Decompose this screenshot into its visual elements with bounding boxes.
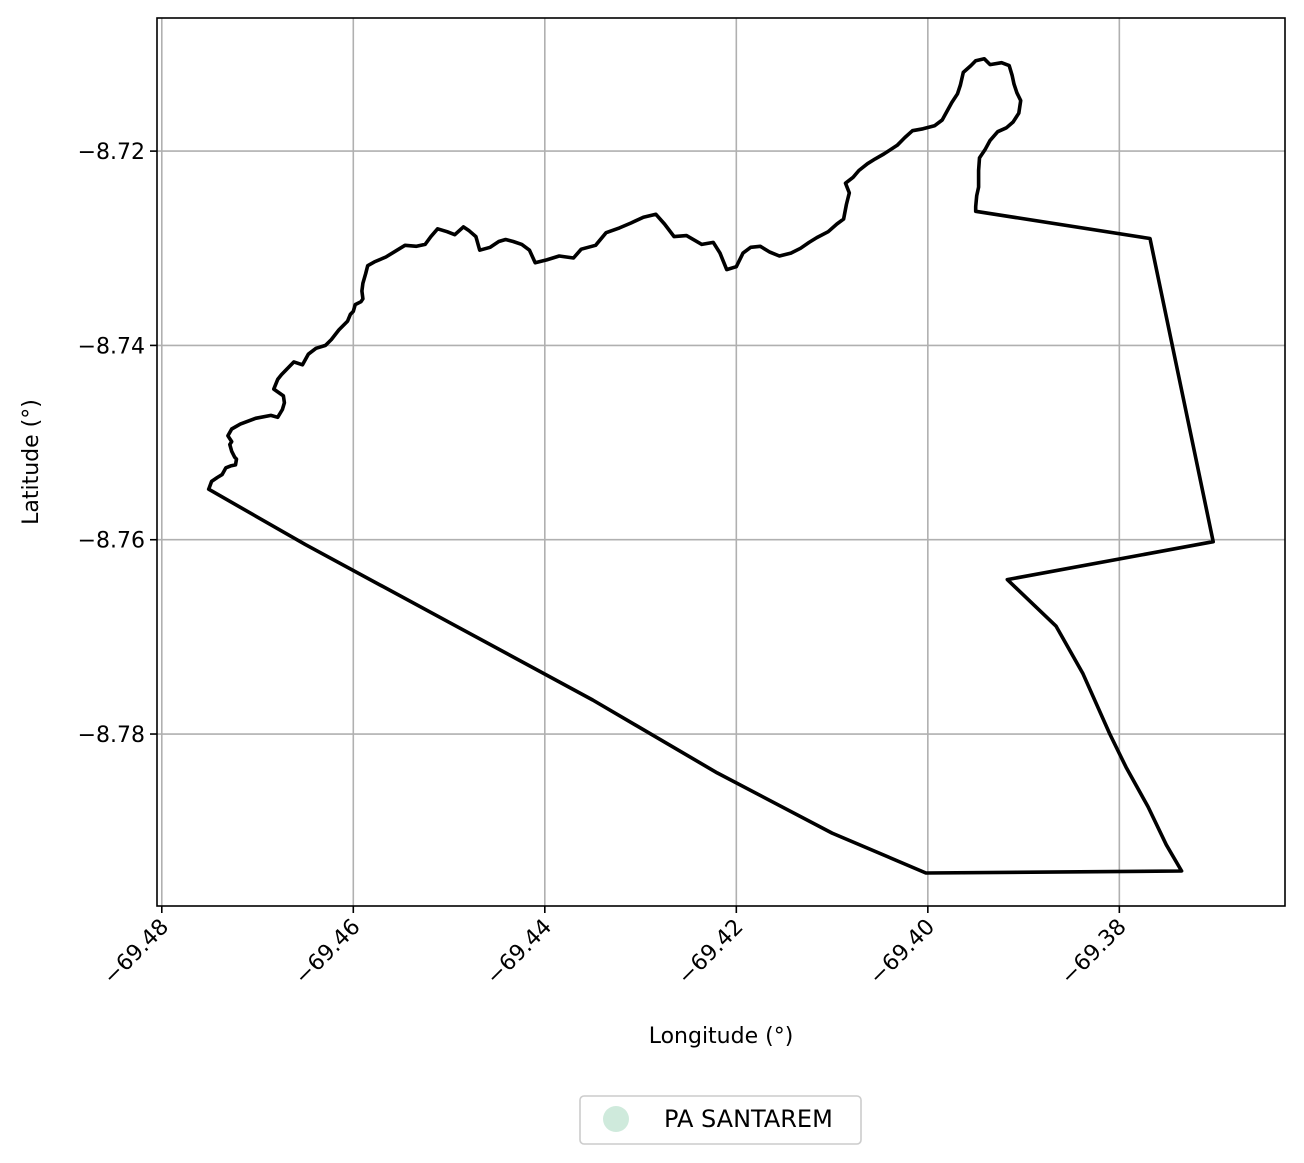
legend-frame [579, 1095, 862, 1145]
axes-frame [156, 17, 1286, 907]
y-tick-label: −8.72 [78, 140, 145, 165]
legend: PA SANTAREM [579, 1095, 862, 1145]
x-axis-label: Longitude (°) [649, 1024, 794, 1049]
grid [157, 18, 1285, 906]
y-tick-label: −8.76 [78, 529, 145, 554]
y-axis-label: Latitude (°) [19, 399, 44, 525]
legend-label: PA SANTAREM [664, 1105, 833, 1133]
legend-marker [603, 1106, 629, 1132]
y-tick-label: −8.78 [78, 723, 145, 748]
pa-santarem-boundary [206, 57, 1215, 875]
y-tick-label: −8.74 [78, 334, 145, 359]
